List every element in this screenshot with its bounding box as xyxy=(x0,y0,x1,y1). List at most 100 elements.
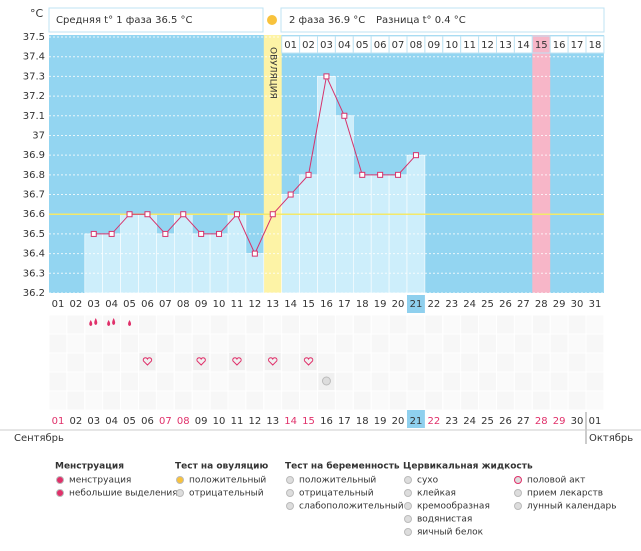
event-cell xyxy=(173,390,193,411)
date-label: 30 xyxy=(571,299,584,310)
bar xyxy=(209,233,229,294)
date-label: 23 xyxy=(445,299,458,310)
y-tick-label: 36.6 xyxy=(23,209,45,220)
legend-icon xyxy=(286,502,294,510)
temp-point xyxy=(126,211,133,218)
cycle-day: 16 xyxy=(553,40,566,51)
light-icon xyxy=(128,320,132,326)
event-cell xyxy=(102,352,122,373)
legend-item: кремообразная xyxy=(417,502,490,512)
temp-point xyxy=(90,230,97,237)
event-cell xyxy=(48,390,68,411)
event-cell xyxy=(352,352,372,373)
event-cell xyxy=(84,371,104,392)
temp-point xyxy=(162,230,169,237)
event-cell xyxy=(155,314,175,335)
cycle-day: 13 xyxy=(499,40,512,51)
legend-title: Тест на овуляцию xyxy=(175,462,268,472)
event-cell xyxy=(370,314,390,335)
event-cell xyxy=(281,390,301,411)
event-cell xyxy=(138,333,157,354)
event-cell xyxy=(513,371,533,392)
date-label: 01 xyxy=(589,416,602,427)
date-label: 10 xyxy=(213,416,226,427)
event-cell xyxy=(191,390,211,411)
legend-icon xyxy=(404,489,412,497)
event-cell xyxy=(102,314,122,335)
cycle-day: 07 xyxy=(392,40,405,51)
legend-icon xyxy=(404,502,412,510)
date-label: 21 xyxy=(410,416,423,427)
date-label: 31 xyxy=(589,299,602,310)
event-cell xyxy=(478,371,498,392)
event-cell xyxy=(352,390,372,411)
event-cell xyxy=(120,333,139,354)
event-cell xyxy=(388,314,408,335)
event-cell xyxy=(567,371,587,392)
heart-cell xyxy=(193,353,210,370)
event-cell xyxy=(48,314,68,335)
date-label: 01 xyxy=(52,299,65,310)
event-cell xyxy=(84,333,104,354)
date-label: 02 xyxy=(69,299,82,310)
date-label: 07 xyxy=(159,416,172,427)
y-tick-label: 37.4 xyxy=(23,52,45,63)
ovulation-label: ОВУЛЯЦИЯ xyxy=(267,47,277,99)
event-cell xyxy=(406,333,426,354)
legend-item: прием лекарств xyxy=(527,489,603,499)
event-cell xyxy=(138,371,157,392)
date-label: 17 xyxy=(338,416,351,427)
date-label: 24 xyxy=(463,416,476,427)
date-label: 07 xyxy=(159,299,172,310)
date-label: 22 xyxy=(427,416,440,427)
event-cell xyxy=(66,352,86,373)
event-cell xyxy=(549,314,569,335)
event-cell xyxy=(424,352,444,373)
date-label: 28 xyxy=(535,416,548,427)
event-cell xyxy=(531,314,551,335)
event-cell xyxy=(585,333,605,354)
date-label: 04 xyxy=(105,416,118,427)
heart-cell xyxy=(264,353,281,370)
event-cell xyxy=(442,314,462,335)
temp-point xyxy=(341,112,348,119)
date-label: 29 xyxy=(553,299,566,310)
cycle-day: 12 xyxy=(481,40,494,51)
y-tick-label: 36.8 xyxy=(23,170,45,181)
event-cell xyxy=(460,390,480,411)
event-cell xyxy=(406,390,426,411)
date-label: 27 xyxy=(517,416,530,427)
event-cell xyxy=(531,390,551,411)
event-cell xyxy=(155,371,175,392)
legend-icon xyxy=(176,489,184,497)
header-box xyxy=(48,7,264,33)
event-cell xyxy=(406,371,426,392)
temp-point xyxy=(233,211,240,218)
event-cell xyxy=(102,371,122,392)
event-cell xyxy=(245,390,265,411)
event-cell xyxy=(585,314,605,335)
event-cell xyxy=(120,352,139,373)
legend-icon xyxy=(286,476,294,484)
temp-point xyxy=(180,211,187,218)
event-cell xyxy=(496,333,515,354)
cycle-day: 17 xyxy=(571,40,584,51)
event-cell xyxy=(549,352,569,373)
heart-icon xyxy=(268,357,278,366)
event-cell xyxy=(48,371,68,392)
heart-cell xyxy=(300,353,317,370)
event-cell xyxy=(317,314,336,335)
legend-item: половой акт xyxy=(527,476,585,486)
date-label: 21 xyxy=(410,299,423,310)
event-cell xyxy=(460,371,480,392)
cycle-day: 08 xyxy=(410,40,423,51)
event-cell xyxy=(513,314,533,335)
event-cell xyxy=(567,333,587,354)
date-label: 04 xyxy=(105,299,118,310)
legend-icon xyxy=(286,489,294,497)
y-tick-label: 37.2 xyxy=(23,91,45,102)
cycle-day: 06 xyxy=(374,40,387,51)
date-label: 03 xyxy=(87,416,100,427)
event-cell xyxy=(460,333,480,354)
temp-point xyxy=(412,152,419,159)
